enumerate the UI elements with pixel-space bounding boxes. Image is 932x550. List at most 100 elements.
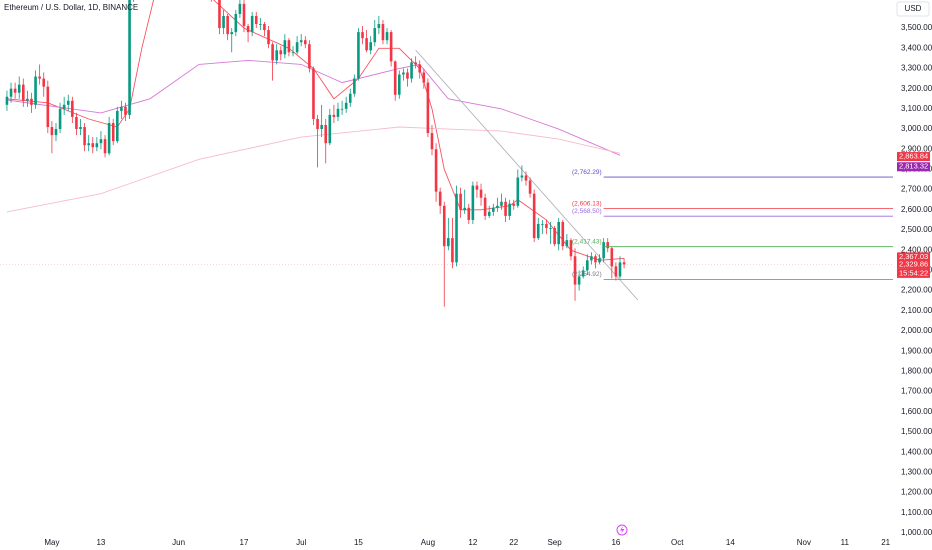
candle-body [410, 62, 413, 79]
x-tick-label: 11 [841, 538, 850, 547]
candle-body [455, 193, 458, 263]
candle-body [242, 3, 246, 27]
y-tick-label: 1,500.00 [901, 427, 932, 436]
y-tick-label: 1,700.00 [901, 387, 932, 396]
candle-body [316, 118, 319, 130]
candle-body [26, 98, 29, 101]
x-tick-label: 13 [96, 538, 105, 547]
candle-body [71, 100, 74, 117]
y-tick-label: 1,300.00 [901, 467, 932, 476]
x-tick-label: 14 [726, 538, 735, 547]
level-label: (2,606.13) [572, 200, 602, 207]
candle-body [512, 203, 516, 206]
x-tick-label: Sep [547, 538, 562, 547]
candle-body [471, 185, 475, 220]
trendline [415, 49, 639, 301]
candle-body [602, 242, 605, 259]
candle-body [565, 240, 569, 247]
candle-body [491, 207, 495, 212]
candle-body [324, 125, 328, 144]
candle-body [536, 223, 540, 239]
x-tick-label: 12 [468, 538, 477, 547]
candle-body [606, 242, 610, 249]
candle-body [5, 96, 9, 105]
y-tick-label: 2,700.00 [901, 185, 932, 194]
candle-body [377, 24, 381, 29]
candle-body [246, 26, 250, 33]
candle-body [103, 139, 107, 154]
candle-body [348, 93, 352, 103]
x-tick-label: 15 [354, 538, 363, 547]
candle-body [107, 122, 111, 154]
price-badge-label: 2,367.03 [899, 252, 928, 261]
candle-body [610, 248, 614, 267]
y-tick-label: 3,400.00 [901, 43, 932, 52]
candle-body [222, 15, 225, 29]
candle-body [573, 256, 577, 285]
moving-average [6, 126, 621, 213]
price-badge [897, 252, 930, 262]
candle-body [357, 32, 360, 79]
candle-body [263, 24, 266, 31]
candle-body [520, 175, 524, 178]
candle-body [524, 175, 528, 181]
candle-body [254, 15, 258, 25]
y-tick-label: 1,400.00 [901, 447, 932, 456]
candle-body [532, 193, 536, 239]
price-badge-label: 2,329.86 [899, 259, 928, 268]
candle-body [9, 88, 13, 97]
price-badge [897, 152, 930, 162]
candle-body [226, 15, 229, 35]
y-tick-label: 1,800.00 [901, 367, 932, 376]
y-tick-label: 2,600.00 [901, 205, 932, 214]
candle-body [385, 32, 389, 41]
y-tick-label: 2,200.00 [901, 286, 932, 295]
candle-body [353, 78, 356, 94]
candle-body [365, 38, 368, 51]
x-tick-label: May [44, 538, 59, 547]
moving-average [6, 59, 621, 156]
candle-body [393, 61, 397, 95]
candle-body [508, 203, 511, 216]
candle-body [434, 149, 438, 192]
candle-body [271, 44, 274, 61]
candle-body [397, 74, 401, 95]
candle-body [541, 223, 544, 225]
currency-button[interactable] [896, 1, 930, 17]
countdown-badge [897, 268, 930, 278]
candle-body [66, 100, 70, 105]
y-tick-label: 3,500.00 [901, 23, 932, 32]
y-tick-label: 1,900.00 [901, 346, 932, 355]
candle-body [500, 201, 503, 206]
candle-body [95, 143, 99, 148]
candle-body [124, 106, 127, 115]
candle-body [283, 40, 287, 55]
candle-body [516, 177, 520, 206]
y-tick-label: 1,000.00 [901, 528, 932, 537]
candle-body [75, 116, 78, 130]
candle-body [34, 76, 37, 105]
candle-body [622, 262, 626, 265]
y-tick-label: 3,000.00 [901, 124, 932, 133]
candle-body [528, 180, 532, 194]
currency[interactable]: USD [905, 4, 922, 13]
alert-icon[interactable] [616, 524, 628, 536]
y-tick-label: 2,500.00 [901, 225, 932, 234]
candle-body [487, 211, 491, 216]
candle-body [336, 108, 340, 117]
x-tick-label: 16 [611, 538, 620, 547]
candle-body [581, 270, 585, 277]
candle-body [598, 258, 601, 263]
x-tick-label: 21 [881, 538, 890, 547]
chart-title: Ethereum / U.S. Dollar, 1D, BINANCE [4, 3, 138, 12]
level-label: (2,568.50) [572, 208, 602, 215]
y-tick-label: 2,100.00 [901, 306, 932, 315]
price-badge-label: 2,813.32 [899, 162, 928, 171]
candle-body [585, 260, 589, 271]
candle-body [504, 201, 507, 216]
candle-body [17, 84, 21, 93]
y-tick-label: 1,200.00 [901, 488, 932, 497]
